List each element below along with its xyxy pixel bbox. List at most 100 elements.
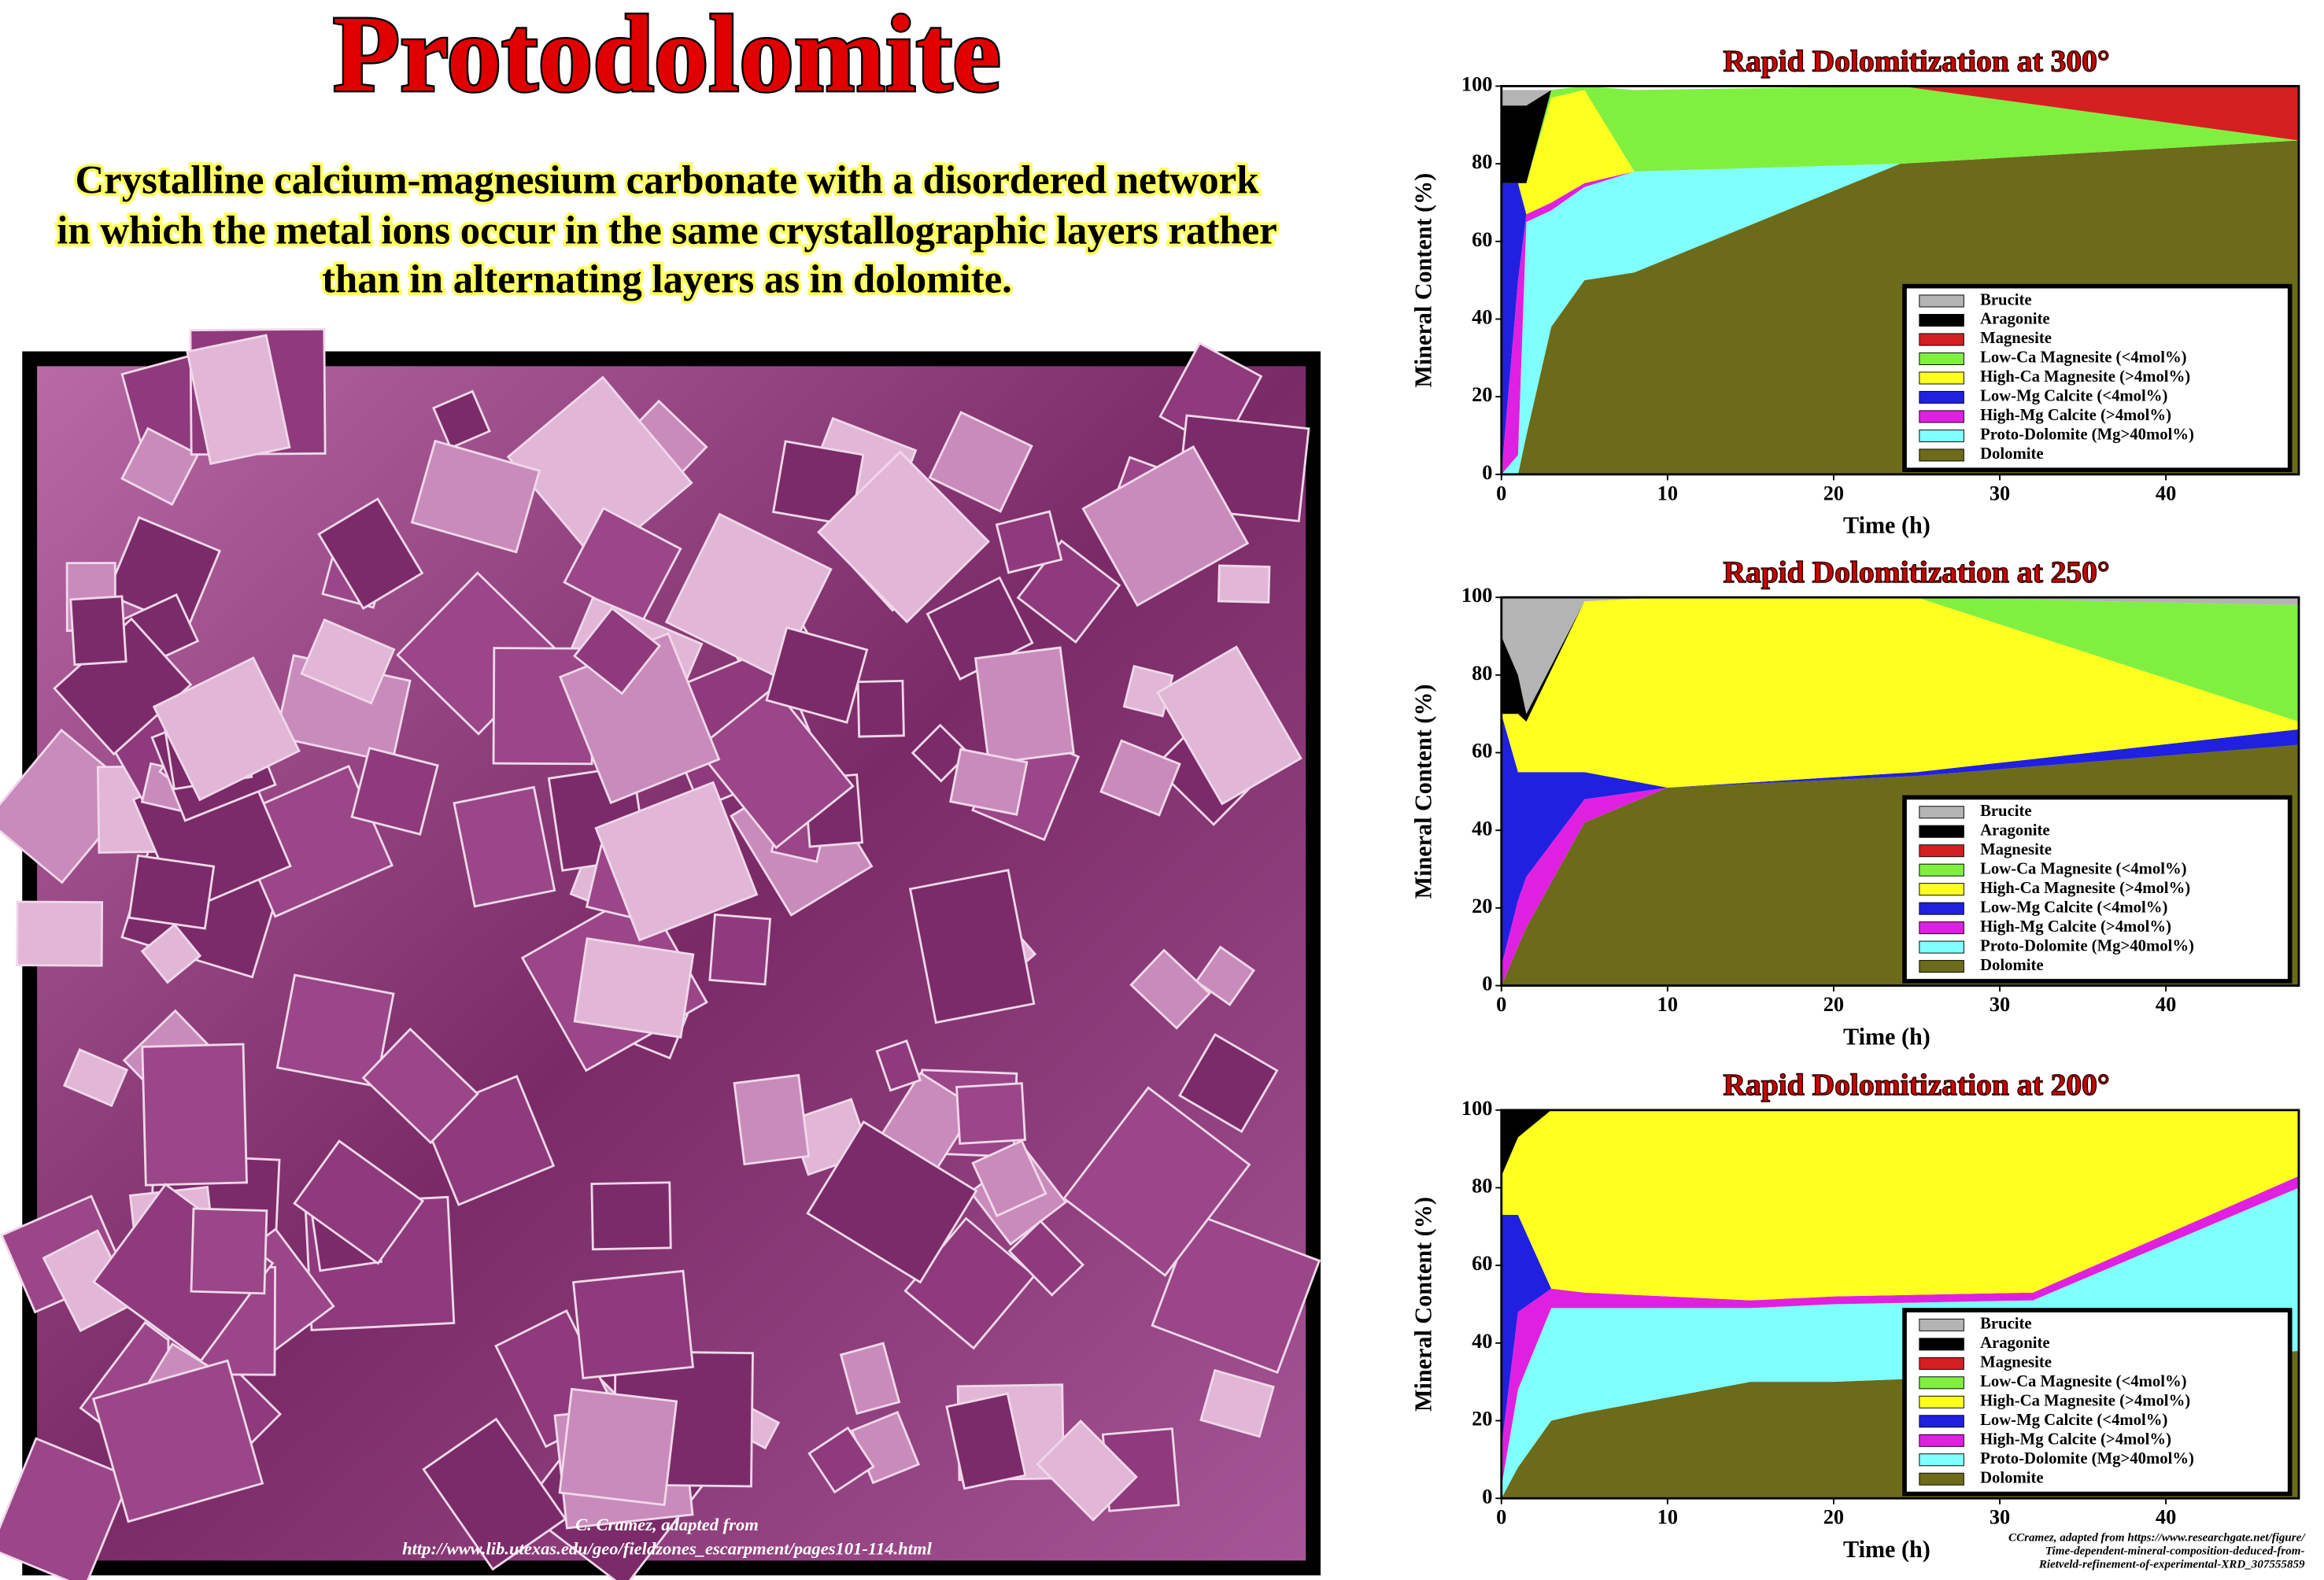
y-axis-label: Mineral Content (%)	[1410, 685, 1437, 899]
crystal	[127, 854, 216, 930]
legend-swatch	[1919, 352, 1964, 365]
legend-swatch	[1919, 1376, 1964, 1390]
crystal	[911, 723, 970, 783]
crystal	[141, 1043, 248, 1187]
crystal	[995, 510, 1063, 574]
y-tick-label: 100	[1461, 584, 1493, 607]
crystal	[1099, 739, 1181, 817]
legend-label: Magnesite	[1980, 330, 2052, 347]
y-axis-label: Mineral Content (%)	[1410, 173, 1437, 388]
crystal	[1217, 564, 1271, 604]
legend-swatch	[1919, 410, 1964, 423]
legend-swatch	[1919, 1472, 1964, 1486]
crystal	[733, 1073, 811, 1166]
legend-box	[1902, 283, 2293, 473]
plot-frame	[1500, 1109, 2300, 1500]
crystal	[590, 1181, 672, 1251]
legend-swatch	[1919, 921, 1964, 935]
crystal	[1007, 1219, 1085, 1297]
page-title: Protodolomite	[333, 0, 1001, 115]
crystal	[765, 626, 869, 724]
area	[1501, 90, 2299, 215]
subtitle-line: Crystalline calcium-magnesium carbonate …	[75, 157, 1259, 201]
legend-label: Magnesite	[1980, 1354, 2052, 1371]
legend-label: Magnesite	[1980, 841, 2052, 858]
x-tick-label: 10	[1657, 1506, 1678, 1529]
area	[1501, 1187, 2299, 1499]
legend-label: Aragonite	[1980, 821, 2050, 839]
y-tick-label: 0	[1482, 461, 1492, 484]
subtitle-line: than in alternating layers as in dolomit…	[322, 257, 1012, 301]
crystal	[0, 1437, 132, 1580]
crystal	[1062, 1086, 1251, 1277]
legend-swatch	[1919, 1434, 1964, 1447]
crystal	[69, 595, 127, 666]
crystal	[506, 375, 693, 564]
x-tick-label: 20	[1823, 993, 1844, 1016]
legend-swatch	[1919, 825, 1964, 838]
crystal	[807, 1426, 875, 1494]
y-axis-label: Mineral Content (%)	[1410, 1197, 1437, 1412]
legend-swatch	[1919, 1338, 1964, 1351]
crystal	[817, 450, 991, 624]
crystal	[558, 1387, 678, 1507]
y-tick-label: 100	[1461, 1097, 1493, 1120]
legend-label: Low-Mg Calcite (<4mol%)	[1980, 899, 2167, 916]
x-tick-label: 10	[1657, 993, 1678, 1016]
crystal	[62, 1048, 129, 1108]
legend-label: Low-Ca Magnesite (<4mol%)	[1980, 1373, 2187, 1390]
y-tick-label: 80	[1472, 1175, 1492, 1198]
legend-label: Dolomite	[1980, 445, 2044, 463]
x-tick-label: 0	[1496, 482, 1506, 504]
x-tick-label: 0	[1496, 1506, 1506, 1529]
legend-label: Aragonite	[1980, 1335, 2050, 1352]
legend-swatch	[1919, 844, 1964, 858]
crystal	[140, 923, 202, 984]
area	[1501, 86, 2299, 183]
plot-frame	[1500, 85, 2300, 476]
legend-swatch	[1919, 863, 1964, 877]
x-tick-label: 20	[1823, 1506, 1844, 1529]
legend-swatch	[1919, 294, 1964, 308]
crystal	[955, 1082, 1027, 1145]
crystal	[186, 334, 291, 466]
crystal	[971, 1139, 1047, 1218]
legend-swatch	[1919, 960, 1964, 973]
crystal	[91, 1359, 264, 1523]
x-tick-label: 30	[1990, 993, 2010, 1016]
legend-swatch	[1919, 313, 1964, 327]
crystal	[771, 440, 865, 527]
crystal	[974, 646, 1075, 765]
legend-swatch	[1919, 371, 1964, 385]
x-tick-label: 40	[2156, 993, 2176, 1016]
photo: C. Cramez, adapted from http://www.lib.u…	[0, 327, 1321, 1580]
legend-label: Dolomite	[1980, 1469, 2044, 1486]
crystal	[928, 411, 1033, 513]
legend-swatch	[1919, 1318, 1964, 1331]
crystal	[422, 1417, 567, 1571]
subtitle-line: in which the metal ions occur in the sam…	[57, 208, 1277, 252]
y-tick-label: 100	[1461, 72, 1493, 95]
crystal	[275, 973, 395, 1088]
legend-label: High-Mg Calcite (>4mol%)	[1980, 1431, 2171, 1449]
crystal	[708, 913, 772, 986]
area	[1501, 714, 2299, 966]
y-tick-label: 0	[1482, 973, 1492, 995]
legend-swatch	[1919, 1453, 1964, 1467]
y-tick-label: 40	[1472, 817, 1492, 840]
area	[1501, 1109, 2299, 1301]
crystal	[572, 607, 662, 696]
legend-label: Proto-Dolomite (Mg>40mol%)	[1980, 1450, 2194, 1467]
legend-swatch	[1919, 883, 1964, 896]
y-tick-label: 80	[1472, 662, 1492, 685]
x-axis-label: Time (h)	[1843, 1023, 1931, 1050]
photo-credit: C. Cramez, adapted from	[575, 1515, 759, 1534]
crystal	[594, 781, 759, 942]
crystal	[949, 748, 1029, 816]
area	[1501, 140, 2299, 474]
crystal	[120, 426, 200, 506]
x-tick-label: 30	[1990, 1506, 2010, 1529]
legend-label: High-Ca Magnesite (>4mol%)	[1980, 1393, 2190, 1410]
chart-title: Rapid Dolomitization at 300°	[1723, 43, 2109, 78]
